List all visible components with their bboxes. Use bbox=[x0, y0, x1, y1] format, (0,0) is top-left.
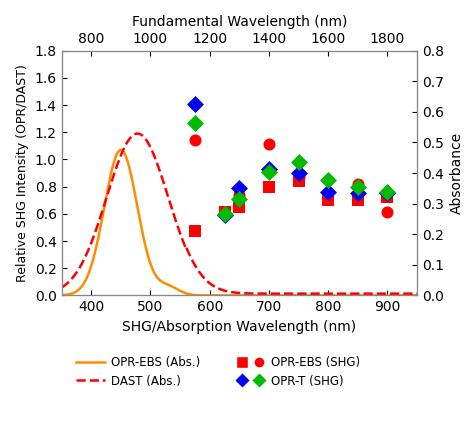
OPR-EBS (Abs.) bbox=[206, 293, 212, 298]
DAST (Abs.) bbox=[420, 291, 426, 296]
DAST (Abs.) bbox=[112, 170, 118, 176]
Point bbox=[324, 197, 332, 203]
Point bbox=[354, 190, 362, 197]
DAST (Abs.) bbox=[373, 291, 378, 296]
Point bbox=[354, 197, 362, 203]
Point bbox=[221, 212, 228, 219]
Point bbox=[265, 183, 273, 190]
Point bbox=[354, 183, 362, 190]
Point bbox=[383, 209, 391, 216]
Point bbox=[354, 181, 362, 187]
DAST (Abs.) bbox=[413, 291, 419, 296]
Point bbox=[324, 176, 332, 183]
OPR-EBS (Abs.) bbox=[420, 293, 426, 298]
OPR-EBS (Abs.) bbox=[190, 292, 196, 298]
DAST (Abs.) bbox=[416, 291, 422, 296]
Point bbox=[383, 190, 391, 197]
Line: DAST (Abs.): DAST (Abs.) bbox=[50, 134, 423, 294]
Y-axis label: Relative SHG Intensity (OPR/DAST): Relative SHG Intensity (OPR/DAST) bbox=[16, 64, 29, 282]
X-axis label: Fundamental Wavelength (nm): Fundamental Wavelength (nm) bbox=[132, 15, 347, 29]
Point bbox=[324, 189, 332, 195]
Point bbox=[265, 141, 273, 148]
OPR-EBS (Abs.) bbox=[112, 158, 118, 163]
Point bbox=[236, 184, 243, 191]
Point bbox=[236, 192, 243, 198]
Point bbox=[295, 174, 302, 181]
OPR-EBS (Abs.) bbox=[413, 293, 419, 298]
DAST (Abs.) bbox=[47, 290, 53, 295]
DAST (Abs.) bbox=[206, 280, 212, 285]
DAST (Abs.) bbox=[90, 238, 95, 243]
DAST (Abs.) bbox=[135, 131, 140, 136]
OPR-EBS (Abs.) bbox=[90, 260, 95, 265]
Point bbox=[191, 119, 199, 126]
Point bbox=[265, 168, 273, 175]
Line: OPR-EBS (Abs.): OPR-EBS (Abs.) bbox=[50, 150, 423, 295]
OPR-EBS (Abs.) bbox=[373, 293, 378, 298]
Point bbox=[221, 209, 228, 216]
Point bbox=[191, 100, 199, 107]
Point bbox=[383, 189, 391, 195]
OPR-EBS (Abs.) bbox=[47, 293, 53, 298]
Point bbox=[383, 194, 391, 201]
Y-axis label: Absorbance: Absorbance bbox=[449, 132, 464, 214]
Point bbox=[295, 178, 302, 184]
Point bbox=[191, 228, 199, 235]
Legend: OPR-EBS (SHG), OPR-T (SHG): OPR-EBS (SHG), OPR-T (SHG) bbox=[231, 351, 365, 392]
Point bbox=[236, 195, 243, 202]
Point bbox=[221, 211, 228, 217]
Point bbox=[191, 137, 199, 144]
DAST (Abs.) bbox=[190, 259, 196, 264]
Point bbox=[295, 170, 302, 176]
Point bbox=[236, 204, 243, 211]
Point bbox=[295, 159, 302, 165]
OPR-EBS (Abs.) bbox=[118, 147, 124, 152]
Point bbox=[265, 165, 273, 172]
X-axis label: SHG/Absorption Wavelength (nm): SHG/Absorption Wavelength (nm) bbox=[122, 320, 356, 334]
